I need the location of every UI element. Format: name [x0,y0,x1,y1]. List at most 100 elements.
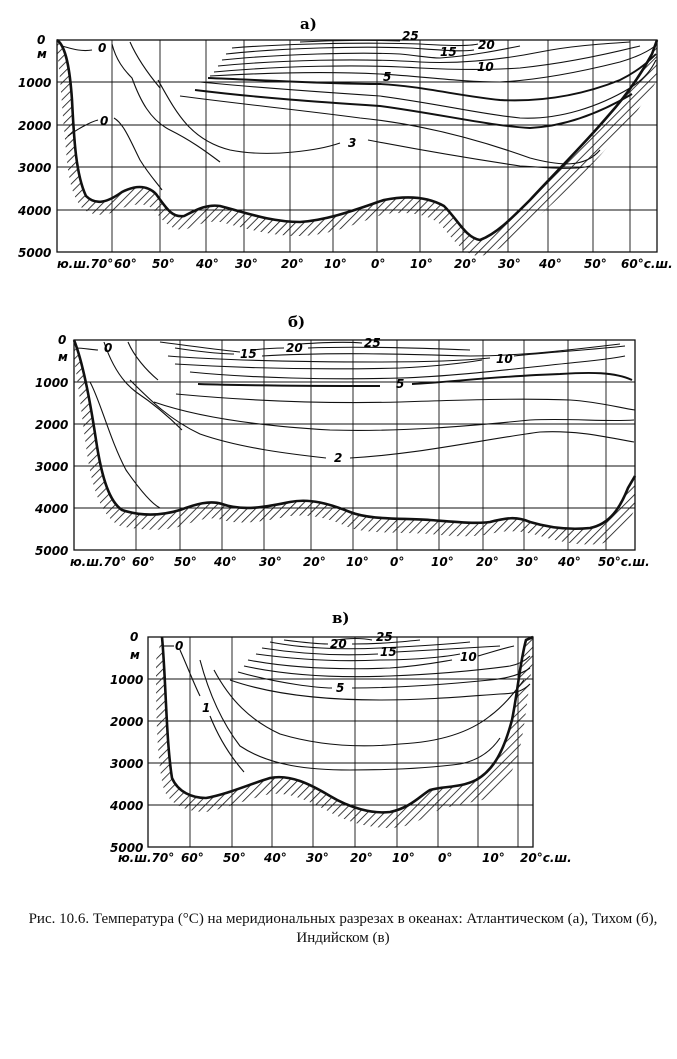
panel-a-lat-11: 40° [538,257,562,271]
panel-b-isotherm-0 [75,347,99,351]
panel-a-isotherm-d [199,59,657,119]
panel-v-isotherm-g [199,659,501,771]
panel-v-isotherms [164,637,531,773]
panel-a-depth-5000: 5000 [18,246,51,260]
panel-a-iso-label-3: 3 [348,136,356,150]
panel-b-lat-12: 50°с.ш. [598,555,650,569]
panel-b-iso-label-15: 15 [240,347,257,361]
panel-a-iso-label-5: 5 [383,70,391,84]
panel-v-isotherm-e [229,679,531,701]
panel-a-title: а) [300,15,317,33]
panel-v-isotherm-1 [179,649,245,773]
panel-b-depth-4000: 4000 [34,502,68,516]
panel-b-isotherm-a [159,341,241,353]
panel-a-lat-6: 10° [324,257,347,271]
panel-a-lat-2: 50° [152,257,175,271]
panel-a-isotherm-a [225,46,475,55]
panel-b-lat-4: 30° [259,555,282,569]
panel-a-lat-12: 50° [584,257,607,271]
panel-a-iso-label-0-top: 0 [98,41,106,55]
panel-a-isotherm-0-mid [67,117,163,191]
panel-a-lat-13: 60°с.ш. [621,257,673,271]
panel-b-isotherm-5 [197,371,633,387]
panel-a-seabed-line [56,38,659,242]
panel-v-iso-label-10: 10 [460,650,477,664]
panel-v-iso-label-1: 1 [202,701,210,715]
panel-b-isotherm-c [189,355,626,380]
panel-v-title: в) [332,609,350,627]
panel-v-depth-4000: 4000 [109,799,143,813]
panel-a-lat-10: 30° [498,257,521,271]
panel-b-iso-label-2: 2 [334,451,342,465]
panel-b-iso-label-10: 10 [496,352,513,366]
panel-b-depth-5000: 5000 [35,544,68,558]
panel-b-lat-1: 60° [132,555,155,569]
panel-b-depth-3000: 3000 [35,460,68,474]
figure-caption: Рис. 10.6. Температура (°C) на меридиона… [28,911,658,946]
panel-a-depth-2000: 2000 [18,119,51,133]
panel-b-title: б) [288,313,305,331]
panel-v-isotherm-15 [261,645,501,656]
panel-v-isotherm-f [213,669,525,747]
panel-v-iso-label-20: 20 [330,637,347,651]
panel-v-lat-4: 30° [306,851,329,865]
panel-v-isotherm-a [269,641,471,650]
panel-v-isotherm-b [255,653,461,662]
panel-v-seabed-hatch [156,637,533,828]
panel-a-isotherm-f [179,95,601,165]
panel-b-lat-labels: ю.ш.70° 60° 50° 40° 30° 20° 10° 0° 10° 2… [70,555,650,569]
panel-b-isotherm-10 [174,345,626,370]
panel-b: б) [34,313,650,569]
panel-b-isotherm-2 [129,379,635,459]
panel-a-lat-4: 30° [235,257,258,271]
panel-v-depth-3000: 3000 [110,757,143,771]
panel-v-depth-0: 0 [130,630,138,644]
panel-a-lat-7: 0° [371,257,385,271]
panel-b-lat-2: 50° [174,555,197,569]
panel-b-iso-label-20: 20 [286,341,303,355]
panel-a-isotherm-10 [213,45,641,73]
panel-b-seabed-hatch [74,340,635,545]
panel-v-depth-unit: м [130,648,140,662]
panel-b-isotherm-e [153,401,635,431]
panel-v-iso-label-5: 5 [336,681,344,695]
panel-a-depth-1000: 1000 [18,76,51,90]
panel-a-isotherm-15 [221,45,521,61]
panel-a-isotherm-5 [207,53,657,102]
panel-a-isotherm-g [111,43,221,163]
panel-v-lat-8: 10° [482,851,505,865]
panel-v-isotherm-d [237,667,531,689]
panel-a-iso-label-0-mid: 0 [100,114,108,128]
panel-b-isotherm-20 [251,346,471,351]
panel-v-iso-label-15: 15 [380,645,397,659]
panel-b-iso-label-0: 0 [104,341,112,355]
panel-b-lat-9: 20° [476,555,499,569]
panel-v-depth-5000: 5000 [110,841,143,855]
panel-a-lat-5: 20° [281,257,304,271]
panel-b-iso-label-5: 5 [396,377,404,391]
panel-b-isotherm-h [127,341,159,381]
panel-a-iso-label-15: 15 [440,45,457,59]
panel-b-isotherm-d [175,393,636,411]
panel-b-lat-3: 40° [213,555,237,569]
panel-a-iso-label-25: 25 [402,29,419,43]
panel-v-iso-label-0: 0 [175,639,183,653]
panel-b-lat-5: 20° [303,555,326,569]
panel-b-lat-0: ю.ш.70° [70,555,126,569]
panel-v-lat-9: 20°с.ш. [520,851,572,865]
panel-a-isotherms [61,39,657,191]
panel-a-lat-9: 20° [454,257,477,271]
panel-a-iso-label-10: 10 [477,60,494,74]
panel-a-isotherm-0-top [61,45,93,52]
panel-v-seabed-line [160,635,534,814]
panel-b-isotherm-b [167,355,491,363]
panel-a-isotherm-b [217,41,631,67]
panel-b-lat-8: 10° [431,555,454,569]
panel-v-lat-1: 60° [181,851,204,865]
panel-a-lat-8: 10° [410,257,433,271]
panel-b-seabed-line [72,339,637,531]
panel-b-lat-7: 0° [390,555,404,569]
panel-b-lat-10: 30° [516,555,539,569]
panel-b-hgrid [74,381,635,509]
